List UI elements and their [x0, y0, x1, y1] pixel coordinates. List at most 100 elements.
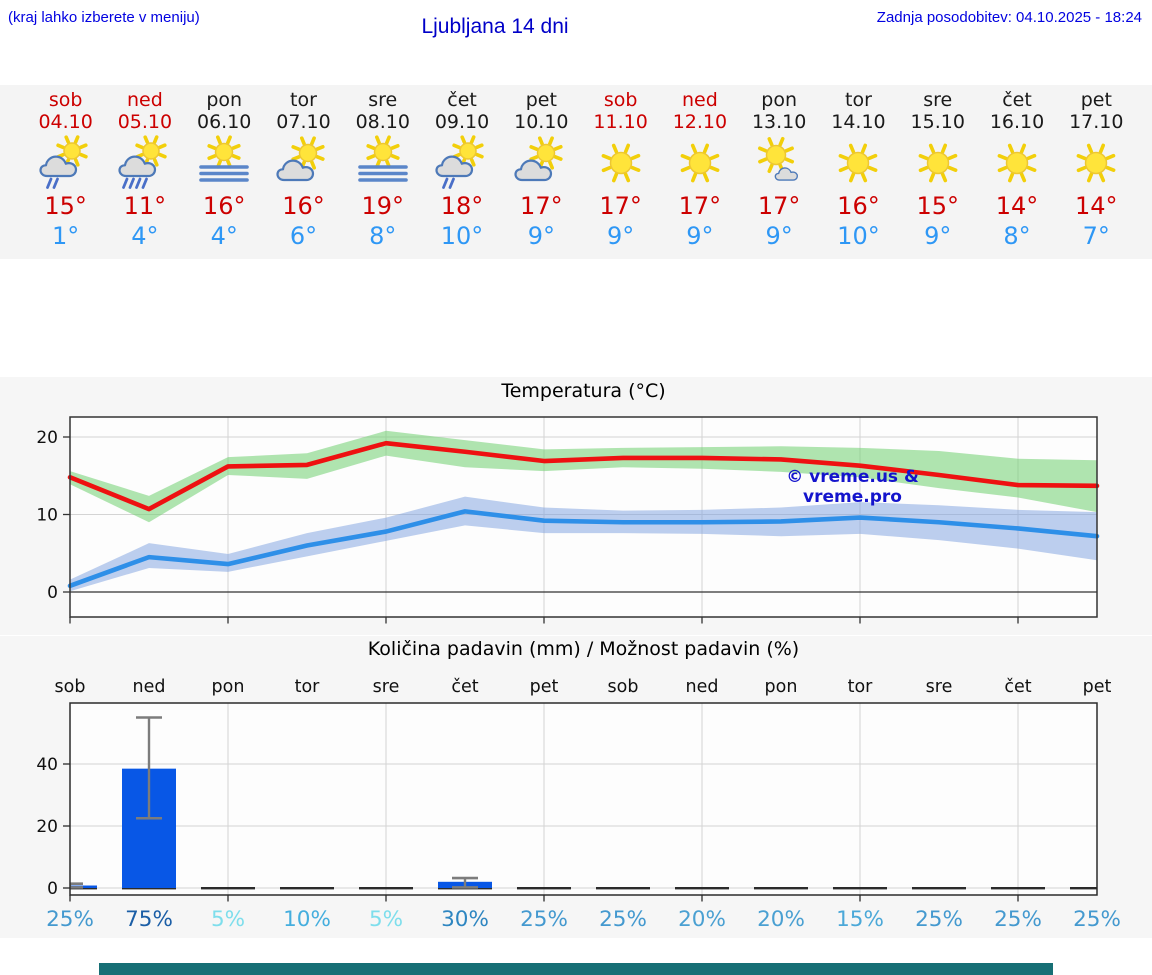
day-date: 12.10	[672, 111, 728, 133]
low-temp: 7°	[1082, 222, 1110, 250]
day-name: čet	[447, 89, 477, 111]
high-temp: 17°	[757, 192, 801, 220]
day-name: pet	[525, 89, 557, 111]
low-temp: 8°	[369, 222, 397, 250]
precip-day-label: sob	[608, 677, 639, 697]
precip-prob-label: 15%	[836, 907, 884, 932]
day-date: 05.10	[117, 111, 173, 133]
zero-bar-mark	[754, 887, 808, 890]
precip-prob-label: 30%	[441, 907, 489, 932]
low-temp: 4°	[131, 222, 159, 250]
day-name: sob	[48, 89, 83, 111]
sun-cloud-icon	[511, 135, 571, 191]
max-temp-band	[70, 430, 1097, 523]
precip-day-label: tor	[295, 677, 321, 697]
day-name: sob	[603, 89, 638, 111]
day-name: ned	[681, 89, 718, 111]
high-temp: 15°	[44, 192, 87, 220]
day-column: čet 16.10 14° 8°	[977, 89, 1056, 259]
day-name: pet	[1080, 89, 1112, 111]
sun-cloud-heavy-rain-icon	[115, 135, 175, 191]
day-column: tor 07.10 16° 6°	[264, 89, 343, 259]
location-hint: (kraj lahko izberete v meniju)	[8, 9, 200, 26]
y-tick-label: 10	[36, 506, 58, 526]
precip-prob-label: 20%	[757, 907, 805, 932]
precip-prob-label: 5%	[369, 907, 403, 932]
low-temp: 4°	[210, 222, 238, 250]
precip-day-label: tor	[848, 677, 874, 697]
day-column: sob 04.10 15° 1°	[26, 89, 105, 259]
high-temp: 16°	[837, 192, 880, 220]
day-column: sre 15.10 15° 9°	[898, 89, 977, 259]
day-date: 04.10	[38, 111, 93, 133]
zero-bar-mark	[122, 887, 176, 890]
sun-cloud-rain-icon	[36, 135, 96, 191]
precipitation-chart-title: Količina padavin (mm) / Možnost padavin …	[367, 638, 800, 660]
zero-bar-mark	[280, 887, 334, 890]
zero-bar-mark	[70, 887, 97, 890]
zero-bar-mark	[675, 887, 729, 890]
day-date: 07.10	[276, 111, 331, 133]
high-temp: 15°	[916, 192, 959, 220]
temperature-chart: 0 10 20	[36, 416, 1100, 624]
day-date: 10.10	[514, 111, 569, 133]
precip-day-label: pon	[765, 677, 798, 697]
zero-bar-mark	[596, 887, 650, 890]
precip-prob-label: 25%	[1073, 907, 1121, 932]
plot-border	[69, 416, 1098, 618]
precip-prob-label: 10%	[283, 907, 331, 932]
day-date: 14.10	[831, 111, 886, 133]
precip-prob-label: 25%	[46, 907, 94, 932]
precip-prob-label: 25%	[994, 907, 1042, 932]
low-temp: 9°	[686, 222, 714, 250]
sun-icon	[1066, 135, 1126, 191]
day-date: 17.10	[1069, 111, 1124, 133]
day-name: pon	[206, 89, 243, 111]
high-temp: 18°	[440, 192, 484, 220]
high-temp: 17°	[678, 192, 722, 220]
day-column: ned 05.10 11° 4°	[105, 89, 184, 259]
day-name: sre	[923, 89, 953, 111]
sun-cloud-rain-icon	[432, 135, 492, 191]
precip-day-label: pet	[530, 677, 559, 697]
low-temp: 1°	[52, 222, 80, 250]
day-name: sre	[368, 89, 398, 111]
precip-day-label: ned	[133, 677, 166, 697]
day-date: 16.10	[989, 111, 1045, 133]
zero-bar-mark	[517, 887, 571, 890]
zero-bar-mark	[991, 887, 1045, 890]
precip-day-label: pon	[212, 677, 245, 697]
low-temp: 9°	[606, 222, 635, 250]
sun-cloud-small-icon	[749, 135, 809, 191]
day-column: sob 11.10 17° 9°	[581, 89, 660, 259]
sun-icon	[591, 135, 651, 191]
precip-bar	[70, 885, 97, 888]
temperature-chart-title: Temperatura (°C)	[501, 380, 666, 402]
zero-bar-mark	[201, 887, 255, 890]
low-temp: 9°	[924, 222, 952, 250]
precip-prob-label: 75%	[125, 907, 173, 932]
precipitation-chart-section: 0 20 40 sob ned pon tor sre čet pet sob ned pon tor sr…	[0, 636, 1152, 938]
sun-icon	[987, 135, 1047, 191]
day-date: 08.10	[355, 111, 410, 133]
sun-cloud-icon	[273, 135, 333, 191]
precip-day-label: ned	[686, 677, 719, 697]
footer-bar	[99, 963, 1053, 975]
day-name: ned	[127, 89, 163, 111]
zero-bar-mark	[1070, 887, 1097, 890]
day-date: 13.10	[751, 111, 807, 133]
y-tick-label: 40	[36, 755, 58, 775]
precip-day-label: pet	[1083, 677, 1112, 697]
low-temp: 6°	[289, 222, 318, 250]
precip-day-label: sob	[55, 677, 86, 697]
precip-prob-label: 25%	[915, 907, 963, 932]
precipitation-chart: 0 20 40 sob ned pon tor sre čet pet sob ned pon tor sr…	[36, 677, 1121, 932]
day-column: sre 08.10 19° 8°	[343, 89, 422, 259]
forecast-day-strip: sob 04.10 15° 1° ned 05.10 11° 4° pon 06…	[0, 85, 1152, 259]
page-title: Ljubljana 14 dni	[421, 15, 569, 38]
day-date: 09.10	[434, 111, 490, 133]
day-name: tor	[845, 89, 872, 111]
precip-prob-label: 5%	[211, 907, 245, 932]
y-tick-label: 20	[36, 817, 58, 837]
